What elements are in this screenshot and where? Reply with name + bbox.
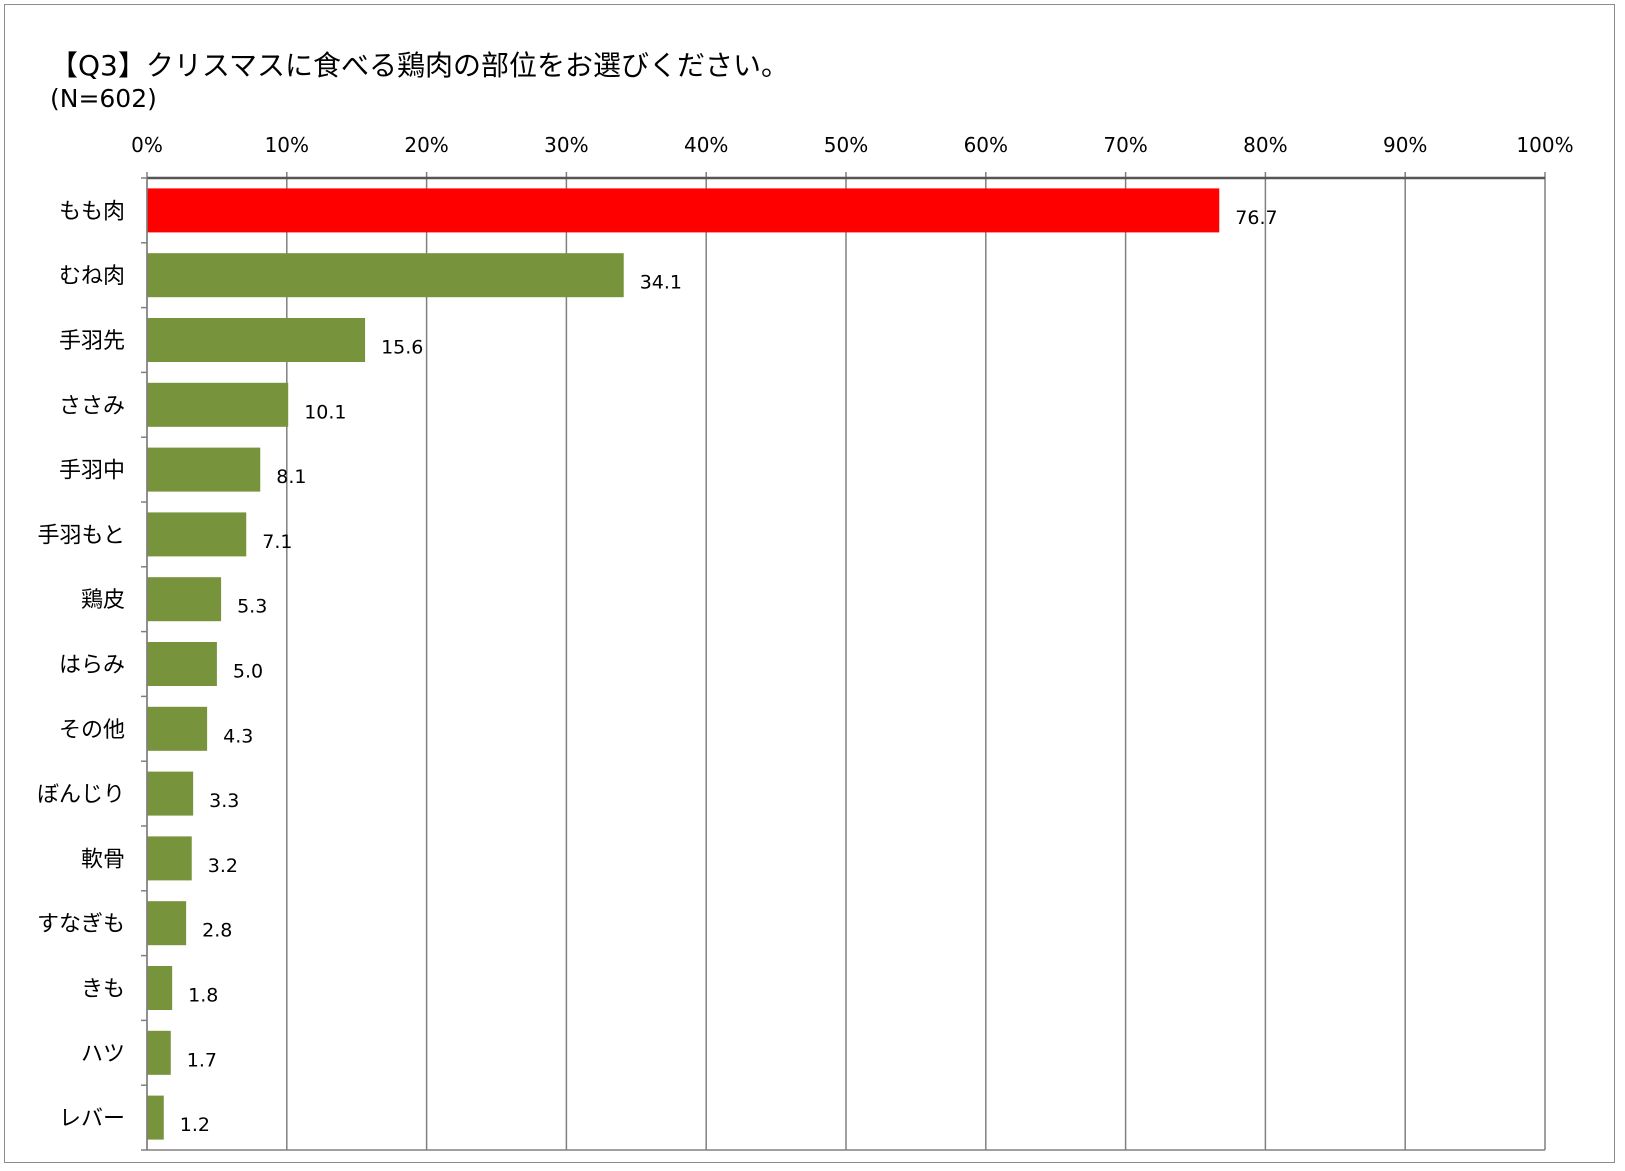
value-label: 15.6 (381, 337, 423, 359)
value-labels: 76.7 34.1 15.6 10.1 8.1 7.1 5.3 5.0 4.3 3.3 3.2 2.8… (180, 207, 1278, 1136)
category-label: 軟骨 (81, 847, 125, 872)
x-tick-label: 50% (824, 133, 868, 157)
value-label: 8.1 (276, 466, 306, 488)
bar-13 (147, 1030, 171, 1075)
category-label: 手羽もと (37, 523, 125, 548)
bar-9 (147, 771, 194, 816)
x-tick-label: 90% (1383, 133, 1427, 157)
category-label: むね肉 (59, 264, 125, 289)
bar-10 (147, 836, 192, 881)
value-label: 5.0 (233, 661, 263, 683)
category-label: 手羽先 (59, 329, 125, 354)
value-label: 3.3 (209, 790, 239, 812)
value-label: 7.1 (262, 531, 292, 553)
category-label: ささみ (59, 394, 125, 419)
bar-3 (147, 382, 289, 427)
bars (147, 188, 1220, 1140)
x-tick-label: 40% (684, 133, 728, 157)
axes (141, 176, 1545, 1151)
category-labels: もも肉むね肉手羽先ささみ手羽中手羽もと鶏皮はらみその他ぼんじり軟骨すなぎもきもハ… (37, 199, 125, 1131)
category-label: ハツ (81, 1042, 125, 1067)
bar-5 (147, 512, 247, 557)
value-label: 2.8 (202, 920, 232, 942)
bar-0 (147, 188, 1220, 233)
bar-4 (147, 447, 261, 492)
category-label: もも肉 (59, 199, 125, 224)
x-tick-label: 100% (1516, 133, 1573, 157)
x-tick-label: 60% (964, 133, 1008, 157)
value-label: 34.1 (640, 272, 682, 294)
bar-11 (147, 901, 187, 946)
category-label: すなぎも (37, 912, 125, 937)
value-label: 5.3 (237, 596, 267, 618)
chart-title: 【Q3】クリスマスに食べる鶏肉の部位をお選びください。 (50, 49, 790, 82)
bar-12 (147, 966, 173, 1010)
value-label: 10.1 (304, 401, 346, 423)
chart-subtitle: (N=602) (50, 84, 157, 113)
x-tick-label: 80% (1243, 133, 1287, 157)
category-label: きも (81, 977, 125, 1002)
x-tick-label: 70% (1103, 133, 1147, 157)
category-label: 手羽中 (59, 459, 125, 484)
value-label: 3.2 (208, 855, 238, 877)
value-label: 4.3 (223, 725, 253, 747)
category-label: 鶏皮 (81, 588, 125, 613)
bar-8 (147, 706, 208, 751)
x-tick-label: 20% (404, 133, 448, 157)
bar-6 (147, 577, 222, 622)
value-label: 76.7 (1235, 207, 1277, 229)
x-tick-label: 30% (544, 133, 588, 157)
x-tick-label: 0% (131, 133, 163, 157)
bar-14 (147, 1095, 164, 1140)
x-tick-label: 10% (265, 133, 309, 157)
category-label: はらみ (59, 653, 125, 678)
category-label: レバー (59, 1107, 125, 1132)
category-label: ぼんじり (37, 783, 125, 808)
category-label: その他 (59, 718, 125, 743)
bar-1 (147, 253, 624, 298)
x-axis-ticks: 0% 10% 20% 30% 40% 50% 60% 70% 80% 90% 100% (131, 133, 1573, 157)
bar-2 (147, 318, 366, 362)
value-label: 1.2 (180, 1114, 210, 1136)
value-label: 1.8 (188, 985, 218, 1007)
value-label: 1.7 (187, 1049, 217, 1071)
bar-7 (147, 642, 217, 686)
